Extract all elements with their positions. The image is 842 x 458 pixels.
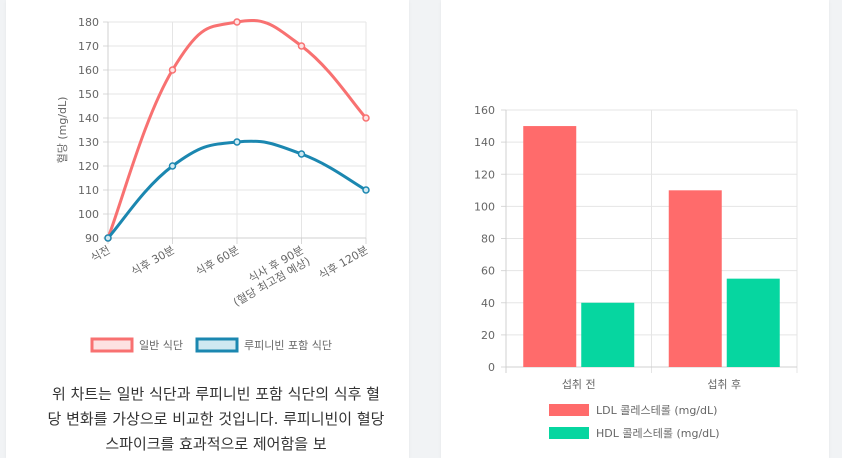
chart-description: 위 차트는 일반 식단과 루피니빈 포함 식단의 식후 혈당 변화를 가상으로 … [47, 385, 385, 453]
legend-swatch-2 [549, 427, 589, 439]
y-tick-label: 110 [78, 184, 99, 197]
y-tick-label: 90 [85, 232, 99, 245]
y-tick-label: 150 [78, 88, 99, 101]
y-tick-label: 80 [481, 233, 495, 246]
y-tick-label: 60 [481, 265, 495, 278]
series-point-1 [233, 18, 241, 26]
series-point-2 [233, 138, 241, 146]
bar-2 [581, 302, 635, 367]
x-tick-label: 섭취 전 [562, 378, 596, 391]
y-tick-label: 100 [78, 208, 99, 221]
series-point-1 [168, 66, 177, 74]
legend-swatch-2 [195, 337, 239, 353]
y-tick-label: 170 [78, 40, 99, 53]
y-tick-label: 160 [78, 64, 99, 77]
bar-1 [668, 190, 722, 367]
series-point-2 [297, 150, 306, 158]
legend-label-2: HDL 콜레스테롤 (mg/dL) [596, 427, 720, 440]
y-tick-label: 20 [481, 329, 495, 342]
series-point-2 [362, 186, 370, 194]
y-tick-label: 140 [78, 112, 99, 125]
y-tick-label: 160 [474, 104, 495, 117]
x-tick-label: 섭취 후 [707, 378, 741, 391]
y-tick-label: 130 [78, 136, 99, 149]
y-tick-label: 100 [474, 200, 495, 213]
series-point-2 [168, 162, 177, 170]
series-point-1 [362, 114, 370, 122]
legend-swatch-1 [90, 337, 134, 353]
series-point-1 [297, 42, 306, 50]
y-tick-label: 180 [78, 16, 99, 29]
y-tick-label: 120 [78, 160, 99, 173]
y-tick-label: 0 [488, 361, 495, 374]
series-point-2 [104, 234, 112, 242]
bar-2 [726, 278, 780, 367]
legend-swatch-1 [549, 404, 589, 416]
glucose-chart-card [6, 0, 409, 458]
y-axis-title: 혈당 (mg/dL) [55, 97, 69, 164]
y-tick-label: 140 [474, 136, 495, 149]
legend-label-1: LDL 콜레스테롤 (mg/dL) [596, 404, 717, 417]
legend-label-1: 일반 식단 [139, 338, 183, 352]
y-tick-label: 40 [481, 297, 495, 310]
y-tick-label: 120 [474, 168, 495, 181]
bar-1 [523, 126, 577, 367]
series-line-1 [106, 18, 368, 239]
legend-label-2: 루피니빈 포함 식단 [244, 339, 332, 352]
